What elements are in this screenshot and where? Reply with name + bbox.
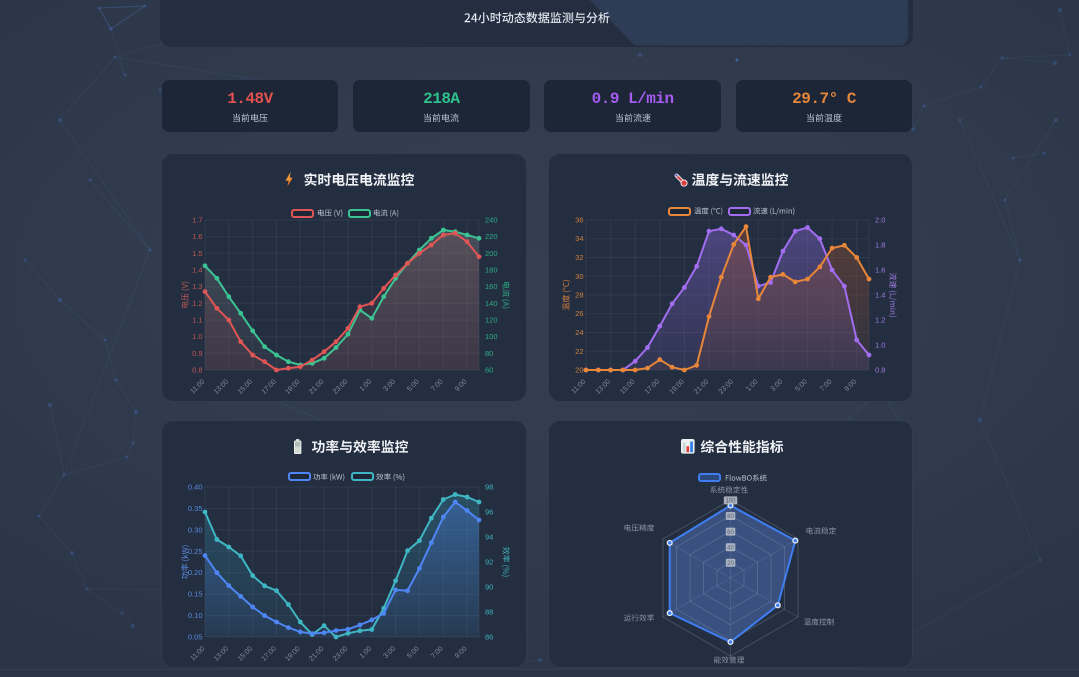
svg-text:1.2: 1.2 [875, 316, 885, 325]
svg-text:30: 30 [575, 272, 583, 281]
svg-text:22: 22 [575, 347, 583, 356]
svg-text:3:00: 3:00 [769, 378, 784, 393]
svg-text:1.0: 1.0 [192, 332, 202, 341]
svg-text:7:00: 7:00 [430, 645, 445, 660]
svg-text:0.9: 0.9 [192, 349, 202, 358]
svg-text:5:00: 5:00 [794, 378, 809, 393]
svg-text:34: 34 [575, 234, 583, 243]
svg-text:28: 28 [575, 291, 583, 300]
svg-text:1.1: 1.1 [192, 316, 202, 325]
svg-text:9:00: 9:00 [843, 378, 858, 393]
svg-text:1:00: 1:00 [745, 378, 760, 393]
svg-text:96: 96 [485, 508, 493, 517]
svg-text:19:00: 19:00 [284, 378, 301, 395]
svg-text:140: 140 [485, 299, 498, 308]
svg-text:88: 88 [485, 608, 493, 617]
svg-text:21:00: 21:00 [308, 645, 325, 662]
svg-text:13:00: 13:00 [594, 378, 611, 395]
svg-text:200: 200 [485, 249, 498, 258]
svg-text:20: 20 [575, 366, 583, 375]
svg-text:19:00: 19:00 [284, 645, 301, 662]
svg-text:60: 60 [727, 530, 734, 536]
svg-text:2.0: 2.0 [875, 216, 885, 225]
svg-text:100: 100 [485, 332, 498, 341]
svg-text:5:00: 5:00 [406, 645, 421, 660]
svg-text:0.30: 0.30 [187, 525, 202, 534]
svg-text:220: 220 [485, 232, 498, 241]
svg-text:13:00: 13:00 [212, 645, 229, 662]
svg-text:0.20: 0.20 [187, 568, 202, 577]
svg-text:1:00: 1:00 [358, 378, 373, 393]
svg-text:1.4: 1.4 [192, 266, 202, 275]
svg-text:23:00: 23:00 [332, 645, 349, 662]
svg-text:3:00: 3:00 [382, 378, 397, 393]
svg-text:1.4: 1.4 [875, 291, 885, 300]
svg-text:0.8: 0.8 [875, 366, 885, 375]
svg-text:15:00: 15:00 [236, 378, 253, 395]
svg-text:17:00: 17:00 [260, 378, 277, 395]
svg-text:40: 40 [727, 545, 734, 551]
svg-text:0.10: 0.10 [187, 611, 202, 620]
svg-text:20: 20 [727, 561, 734, 567]
svg-text:7:00: 7:00 [818, 378, 833, 393]
svg-text:11:00: 11:00 [189, 645, 206, 662]
svg-text:1.6: 1.6 [875, 266, 885, 275]
svg-text:0.05: 0.05 [187, 633, 202, 642]
svg-text:3:00: 3:00 [382, 645, 397, 660]
svg-text:11:00: 11:00 [189, 378, 206, 395]
svg-text:1.2: 1.2 [192, 299, 202, 308]
svg-text:1.5: 1.5 [192, 249, 202, 258]
svg-text:5:00: 5:00 [406, 378, 421, 393]
svg-text:11:00: 11:00 [570, 378, 587, 395]
svg-text:160: 160 [485, 282, 498, 291]
svg-text:94: 94 [485, 533, 493, 542]
svg-text:19:00: 19:00 [668, 378, 685, 395]
svg-text:0.25: 0.25 [187, 547, 202, 556]
svg-text:0.15: 0.15 [187, 590, 202, 599]
svg-text:17:00: 17:00 [643, 378, 660, 395]
svg-text:90: 90 [485, 583, 493, 592]
svg-text:92: 92 [485, 558, 493, 567]
svg-text:0.8: 0.8 [192, 366, 202, 375]
svg-text:1.3: 1.3 [192, 282, 202, 291]
svg-text:1.6: 1.6 [192, 232, 202, 241]
svg-text:23:00: 23:00 [717, 378, 734, 395]
svg-text:13:00: 13:00 [212, 378, 229, 395]
svg-text:80: 80 [485, 349, 493, 358]
svg-text:21:00: 21:00 [308, 378, 325, 395]
svg-text:86: 86 [485, 633, 493, 642]
svg-text:60: 60 [485, 366, 493, 375]
svg-text:15:00: 15:00 [236, 645, 253, 662]
svg-text:0.35: 0.35 [187, 504, 202, 513]
svg-text:1.0: 1.0 [875, 341, 885, 350]
svg-text:9:00: 9:00 [453, 645, 468, 660]
svg-text:100: 100 [725, 499, 736, 505]
svg-text:180: 180 [485, 266, 498, 275]
svg-text:26: 26 [575, 309, 583, 318]
svg-text:240: 240 [485, 216, 498, 225]
svg-text:9:00: 9:00 [453, 378, 468, 393]
svg-text:32: 32 [575, 253, 583, 262]
svg-text:24: 24 [575, 328, 583, 337]
svg-text:120: 120 [485, 316, 498, 325]
svg-text:7:00: 7:00 [430, 378, 445, 393]
svg-text:0.40: 0.40 [187, 483, 202, 492]
svg-text:1.8: 1.8 [875, 241, 885, 250]
svg-text:1.7: 1.7 [192, 216, 202, 225]
svg-text:80: 80 [727, 514, 734, 520]
svg-text:15:00: 15:00 [619, 378, 636, 395]
svg-text:36: 36 [575, 216, 583, 225]
svg-text:23:00: 23:00 [332, 378, 349, 395]
svg-text:1:00: 1:00 [358, 645, 373, 660]
svg-text:98: 98 [485, 483, 493, 492]
svg-text:21:00: 21:00 [693, 378, 710, 395]
svg-text:17:00: 17:00 [260, 645, 277, 662]
